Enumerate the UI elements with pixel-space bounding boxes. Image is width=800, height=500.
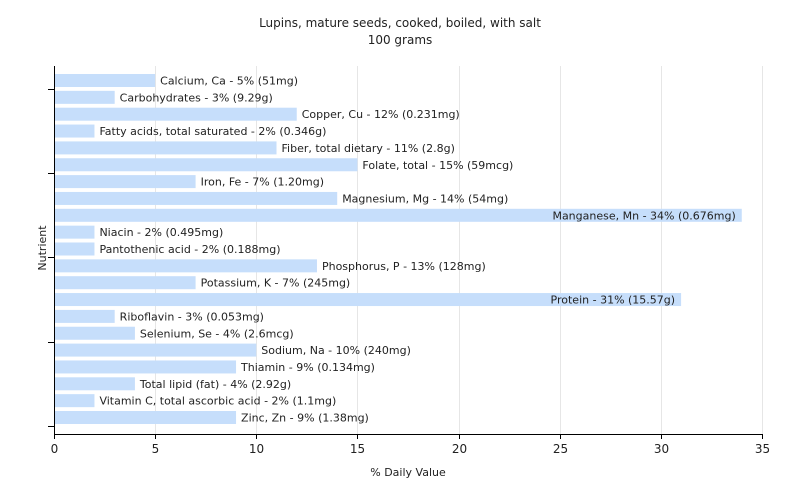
x-tick-label-0: 0 xyxy=(51,442,59,456)
x-axis-label: % Daily Value xyxy=(370,466,446,479)
bar-label-13: Protein - 31% (15.57g) xyxy=(551,294,676,307)
bar-label-10: Pantothenic acid - 2% (0.188mg) xyxy=(99,243,280,256)
bar-12 xyxy=(55,276,196,290)
x-tick-label-7: 35 xyxy=(755,442,770,456)
bar-2 xyxy=(55,107,297,121)
x-tick-label-3: 15 xyxy=(350,442,365,456)
bars xyxy=(55,74,742,424)
bar-1 xyxy=(55,90,115,104)
bar-label-5: Folate, total - 15% (59mcg) xyxy=(362,159,513,172)
bar-label-7: Magnesium, Mg - 14% (54mg) xyxy=(342,192,508,205)
bar-5 xyxy=(55,158,358,172)
chart-subtitle: 100 grams xyxy=(368,33,433,47)
bar-label-14: Riboflavin - 3% (0.053mg) xyxy=(120,310,264,323)
bar-label-15: Selenium, Se - 4% (2.6mcg) xyxy=(140,327,294,340)
bar-15 xyxy=(55,326,135,340)
bar-16 xyxy=(55,343,257,357)
bar-label-3: Fatty acids, total saturated - 2% (0.346… xyxy=(99,125,326,138)
bar-label-20: Zinc, Zn - 9% (1.38mg) xyxy=(241,412,369,425)
bar-label-6: Iron, Fe - 7% (1.20mg) xyxy=(201,176,324,189)
bar-label-17: Thiamin - 9% (0.134mg) xyxy=(240,361,375,374)
bar-9 xyxy=(55,225,95,239)
axes xyxy=(48,66,763,439)
bar-20 xyxy=(55,411,237,424)
grid-lines xyxy=(155,66,763,434)
bar-label-9: Niacin - 2% (0.495mg) xyxy=(99,226,223,239)
bar-17 xyxy=(55,360,237,374)
bar-0 xyxy=(55,74,156,87)
bar-13 xyxy=(55,293,682,307)
bar-19 xyxy=(55,394,95,408)
bar-18 xyxy=(55,377,135,391)
bar-label-8: Manganese, Mn - 34% (0.676mg) xyxy=(552,209,735,222)
bar-10 xyxy=(55,242,95,256)
x-tick-label-5: 25 xyxy=(553,442,568,456)
bar-label-19: Vitamin C, total ascorbic acid - 2% (1.1… xyxy=(99,395,336,408)
bar-label-12: Potassium, K - 7% (245mg) xyxy=(201,277,351,290)
bar-label-16: Sodium, Na - 10% (240mg) xyxy=(261,344,411,357)
bar-7 xyxy=(55,191,338,205)
y-axis-label: Nutrient xyxy=(36,225,49,271)
bar-labels: Calcium, Ca - 5% (51mg) Carbohydrates - 3… xyxy=(99,75,735,425)
x-tick-label-1: 5 xyxy=(152,442,160,456)
bar-14 xyxy=(55,309,115,323)
bar-label-11: Phosphorus, P - 13% (128mg) xyxy=(322,260,486,273)
bar-label-0: Calcium, Ca - 5% (51mg) xyxy=(160,75,298,88)
chart-title: Lupins, mature seeds, cooked, boiled, wi… xyxy=(259,16,541,30)
x-tick-label-2: 10 xyxy=(249,442,264,456)
bar-8 xyxy=(55,208,742,222)
x-tick-labels: 0 5 10 15 20 25 30 35 xyxy=(51,442,770,456)
bar-label-1: Carbohydrates - 3% (9.29g) xyxy=(120,91,273,104)
bar-3 xyxy=(55,124,95,138)
bar-label-2: Copper, Cu - 12% (0.231mg) xyxy=(302,108,460,121)
x-tick-label-4: 20 xyxy=(452,442,467,456)
bar-6 xyxy=(55,175,196,189)
x-tick-label-6: 30 xyxy=(654,442,669,456)
bar-label-18: Total lipid (fat) - 4% (2.92g) xyxy=(139,378,291,391)
bar-4 xyxy=(55,141,277,155)
bar-11 xyxy=(55,259,317,273)
bar-label-4: Fiber, total dietary - 11% (2.8g) xyxy=(282,142,455,155)
